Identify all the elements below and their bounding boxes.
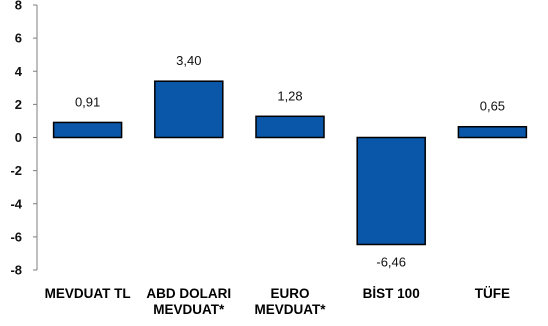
bar <box>255 115 325 139</box>
data-label: 0,65 <box>480 99 505 114</box>
y-tick-label: -2 <box>10 163 22 178</box>
data-label: -6,46 <box>376 254 406 269</box>
x-tick-label: ABD DOLARI <box>146 286 231 301</box>
y-tick-label: -4 <box>10 196 22 211</box>
y-tick-label: 8 <box>15 0 22 13</box>
y-tick-label: 0 <box>15 130 22 145</box>
x-tick-label: TÜFE <box>475 286 510 301</box>
y-tick-label: 4 <box>15 64 23 79</box>
bar <box>154 80 224 139</box>
bar <box>356 136 426 246</box>
data-label: 1,28 <box>277 88 302 103</box>
bar <box>52 121 123 139</box>
value-labels: 0,91 3,40 1,28 -6,46 0,65 <box>75 53 505 269</box>
x-tick-label: MEVDUAT* <box>153 302 225 317</box>
bar <box>457 125 528 139</box>
y-tick-label: 2 <box>15 97 22 112</box>
x-tick-label: MEVDUAT* <box>254 302 326 317</box>
x-tick-label: MEVDUAT TL <box>45 286 131 301</box>
data-label: 3,40 <box>176 53 201 68</box>
bars <box>52 80 528 246</box>
y-tick-label: -6 <box>10 229 22 244</box>
data-label: 0,91 <box>75 94 100 109</box>
y-tick-label: -8 <box>10 263 22 278</box>
x-tick-label: EURO <box>270 286 309 301</box>
y-axis: 8 6 4 2 0 -2 -4 -6 -8 <box>10 0 38 278</box>
y-tick-label: 6 <box>15 31 22 46</box>
x-tick-label: BİST 100 <box>363 286 420 301</box>
category-labels: MEVDUAT TL ABD DOLARIMEVDUAT*EUROMEVDUAT*… <box>45 286 510 317</box>
